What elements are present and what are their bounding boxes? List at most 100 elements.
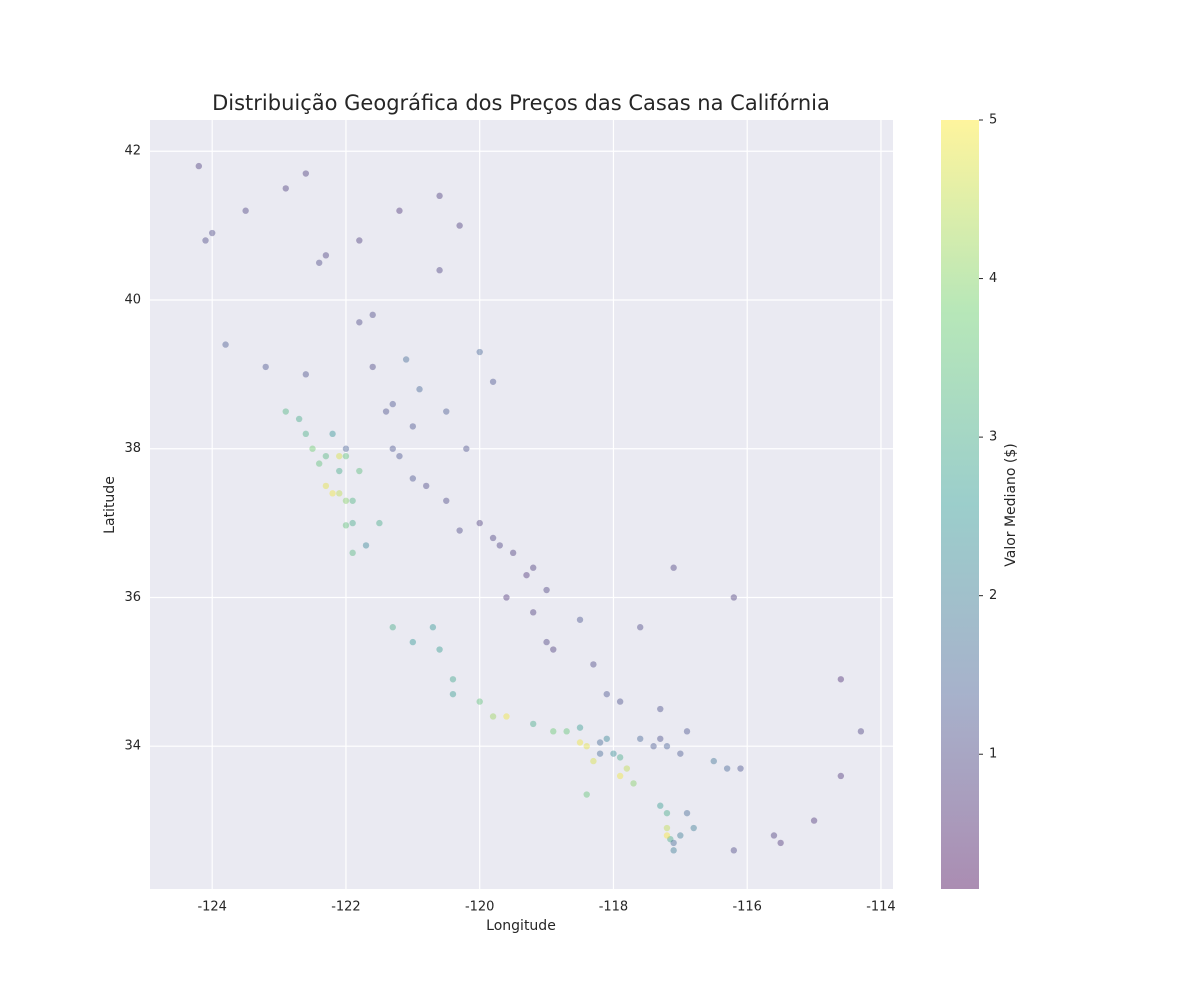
x-tick-label: -116 xyxy=(732,900,762,915)
point xyxy=(576,739,584,746)
point xyxy=(443,408,450,415)
point xyxy=(202,237,209,244)
point xyxy=(336,467,343,475)
point xyxy=(356,319,363,326)
point xyxy=(683,809,691,817)
point xyxy=(376,519,383,527)
point xyxy=(456,527,463,534)
y-tick-label: 36 xyxy=(124,590,141,605)
point xyxy=(530,720,537,728)
point xyxy=(436,267,443,274)
y-tick-label: 34 xyxy=(124,739,141,754)
point xyxy=(690,824,697,832)
point xyxy=(489,534,497,542)
point xyxy=(342,452,350,460)
point xyxy=(616,754,624,761)
point xyxy=(389,400,396,408)
colorbar-tick-label: 1 xyxy=(989,747,997,762)
point xyxy=(503,713,510,720)
point xyxy=(663,743,671,750)
point xyxy=(630,780,637,787)
point xyxy=(349,497,356,504)
point xyxy=(309,445,316,452)
point xyxy=(429,624,437,631)
point xyxy=(670,847,677,854)
colorbar-tick-label: 3 xyxy=(989,430,997,445)
colorbar-tick-label: 4 xyxy=(989,271,997,286)
point xyxy=(857,728,865,735)
point xyxy=(530,564,537,571)
point xyxy=(463,445,470,452)
point xyxy=(436,192,443,200)
point xyxy=(436,646,443,653)
point xyxy=(677,832,684,839)
point xyxy=(342,445,350,452)
x-tick-label: -120 xyxy=(465,900,495,915)
point xyxy=(730,594,738,601)
point xyxy=(590,757,597,765)
point xyxy=(650,743,657,750)
point xyxy=(663,809,671,817)
point xyxy=(596,750,604,757)
point xyxy=(342,522,350,529)
point xyxy=(583,791,590,798)
point xyxy=(282,185,289,192)
point xyxy=(402,356,410,363)
x-tick-label: -118 xyxy=(599,900,629,915)
x-tick-label: -122 xyxy=(331,900,361,915)
colorbar xyxy=(941,120,979,889)
point xyxy=(670,839,677,847)
point xyxy=(530,609,537,616)
colorbar-tick-label: 5 xyxy=(989,113,997,128)
point xyxy=(576,724,584,731)
point xyxy=(356,467,363,475)
point xyxy=(563,728,570,735)
point xyxy=(362,542,370,549)
point xyxy=(616,772,624,780)
point xyxy=(710,757,717,765)
point xyxy=(456,222,463,229)
x-axis-label: Longitude xyxy=(486,918,556,934)
point xyxy=(322,252,330,259)
point xyxy=(208,229,216,237)
point xyxy=(610,750,617,757)
point xyxy=(737,765,744,772)
point xyxy=(603,690,610,698)
chart-title: Distribuição Geográfica dos Preços das C… xyxy=(212,91,830,115)
point xyxy=(329,430,336,438)
point xyxy=(523,571,530,579)
point xyxy=(409,638,417,646)
point xyxy=(583,743,590,750)
point xyxy=(657,705,664,713)
point xyxy=(409,475,417,482)
point xyxy=(423,482,430,490)
y-tick-label: 42 xyxy=(124,144,141,159)
point xyxy=(489,378,497,385)
point xyxy=(195,162,203,170)
point xyxy=(543,638,550,646)
point xyxy=(503,594,510,601)
point xyxy=(315,259,323,266)
plot-area xyxy=(150,120,893,889)
y-axis-label: Latitude xyxy=(102,476,118,534)
point xyxy=(349,549,356,557)
x-tick-label: -124 xyxy=(197,900,227,915)
point xyxy=(302,430,310,438)
point xyxy=(315,460,323,467)
colorbar-tick-label: 2 xyxy=(989,588,997,603)
point xyxy=(476,519,483,527)
point xyxy=(382,408,390,415)
point xyxy=(596,739,604,746)
point xyxy=(657,802,664,809)
point xyxy=(576,616,584,623)
point xyxy=(476,698,483,705)
point xyxy=(837,676,845,683)
point xyxy=(730,847,738,854)
point xyxy=(396,452,403,460)
y-tick-label: 38 xyxy=(124,441,141,456)
point xyxy=(489,713,497,720)
point xyxy=(623,765,631,772)
point xyxy=(302,170,310,177)
point xyxy=(222,341,229,348)
